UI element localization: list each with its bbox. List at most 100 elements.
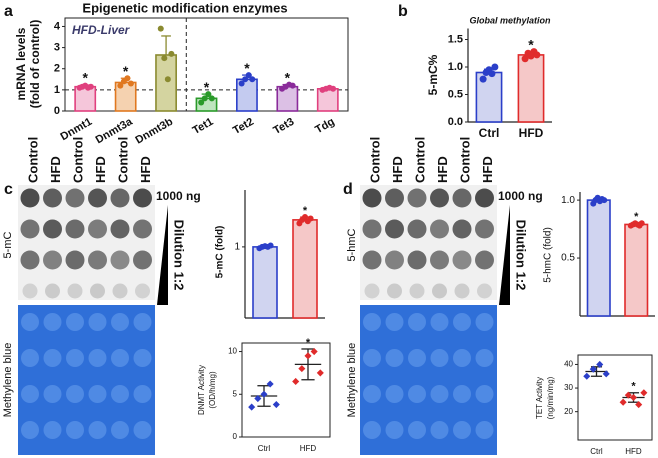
blot-dot — [407, 219, 427, 239]
blot-dot — [20, 219, 40, 239]
blot-dot — [112, 283, 128, 299]
stain-dot — [475, 313, 494, 331]
significance-mark: * — [82, 70, 88, 86]
stain-dot — [363, 385, 381, 403]
y-axis-label: TET Activity — [535, 377, 544, 419]
x-tick-label: Tet1 — [191, 116, 216, 137]
data-point — [619, 398, 627, 406]
blot-dot — [409, 283, 425, 299]
data-point — [292, 377, 300, 385]
stain-dot — [453, 313, 471, 331]
y-tick-label: 20 — [564, 407, 573, 416]
blot-dot — [364, 283, 380, 299]
blot-dot — [407, 188, 427, 208]
data-point — [521, 55, 529, 63]
stain-dot — [475, 385, 494, 403]
y-axis-label: 5-mC (fold) — [215, 226, 226, 279]
data-point — [242, 76, 249, 83]
data-point — [289, 82, 296, 89]
stain-dot — [21, 421, 39, 439]
stain-dot — [385, 421, 404, 439]
blot-column-label: Control — [70, 137, 85, 183]
stain-dot — [133, 313, 152, 331]
stain-dot — [66, 385, 84, 403]
stain-dot — [66, 313, 84, 331]
stain-dot — [43, 313, 62, 331]
stain-dot — [385, 349, 404, 367]
data-point — [589, 365, 597, 373]
y-tick-label: 3 — [54, 41, 60, 53]
blot-column-label: HFD — [480, 156, 495, 183]
stain-dot — [66, 421, 84, 439]
data-point — [205, 91, 212, 98]
blot-dot — [20, 250, 40, 270]
blot-column-label: HFD — [435, 156, 450, 183]
y-tick-label: 40 — [564, 360, 573, 369]
data-point — [602, 370, 610, 378]
stain-dot — [408, 349, 426, 367]
blot-dot — [88, 250, 107, 270]
stain-dot — [408, 313, 426, 331]
blot-dot — [133, 188, 152, 208]
data-point — [238, 80, 245, 87]
bar — [155, 54, 177, 112]
data-point — [488, 70, 496, 78]
stain-dot — [430, 385, 449, 403]
stain-membrane — [18, 305, 155, 455]
significance-mark: * — [634, 211, 639, 223]
data-point — [583, 372, 591, 380]
data-point — [298, 365, 306, 373]
y-tick-label: 5 — [233, 389, 238, 398]
blot-column-label: Control — [115, 137, 130, 183]
stain-dot — [430, 421, 449, 439]
blot-dot — [407, 250, 427, 270]
blot-dot — [133, 250, 152, 270]
significance-mark: * — [123, 63, 129, 79]
stain-dot — [43, 349, 62, 367]
stain-dot — [385, 313, 404, 331]
x-tick-label: HFD — [625, 447, 642, 456]
data-point — [638, 220, 645, 227]
row-label: 5-mC — [2, 232, 14, 259]
data-point — [208, 95, 215, 102]
y-tick-label: 1 — [54, 84, 60, 96]
blot-column-label: Control — [412, 137, 427, 183]
blot-dot — [110, 250, 130, 270]
y-tick-label: 1.0 — [448, 61, 463, 73]
stain-dot — [133, 349, 152, 367]
blot-dot — [452, 250, 472, 270]
y-axis-label: (ng/min/mg) — [546, 376, 555, 419]
x-tick-label: Dnmt3b — [134, 116, 176, 147]
amount-label: 1000 ng — [156, 189, 201, 203]
x-tick-label: Ctrl — [479, 126, 500, 140]
data-point — [316, 369, 324, 377]
stain-dot — [453, 349, 471, 367]
x-tick-label: Tet3 — [271, 116, 296, 137]
data-point — [596, 360, 604, 368]
stain-dot — [88, 349, 107, 367]
stain-dot — [88, 385, 107, 403]
blot-dot — [65, 188, 85, 208]
y-tick-label: 0.5 — [561, 253, 575, 264]
stain-label: Methylene blue — [2, 343, 14, 418]
blot-dot — [432, 283, 447, 299]
data-point — [249, 76, 256, 83]
y-tick-label: 0.5 — [448, 88, 463, 100]
significance-mark: * — [244, 60, 250, 76]
blot-dot — [452, 219, 472, 239]
dilution-label: Dilution 1:2 — [514, 220, 529, 291]
blot-dot — [135, 283, 150, 299]
blot-dot — [20, 188, 40, 208]
blot-dot — [477, 283, 492, 299]
blot-column-label: Control — [457, 137, 472, 183]
panel-label: a — [4, 3, 13, 20]
plot-frame — [241, 342, 331, 438]
stain-dot — [43, 421, 62, 439]
y-tick-label: 1.5 — [448, 33, 463, 45]
amount-label: 1000 ng — [498, 189, 543, 203]
stain-dot — [21, 313, 39, 331]
y-tick-label: 30 — [564, 383, 573, 392]
y-tick-label: 2 — [54, 63, 60, 75]
stain-dot — [43, 385, 62, 403]
data-point — [260, 390, 268, 398]
